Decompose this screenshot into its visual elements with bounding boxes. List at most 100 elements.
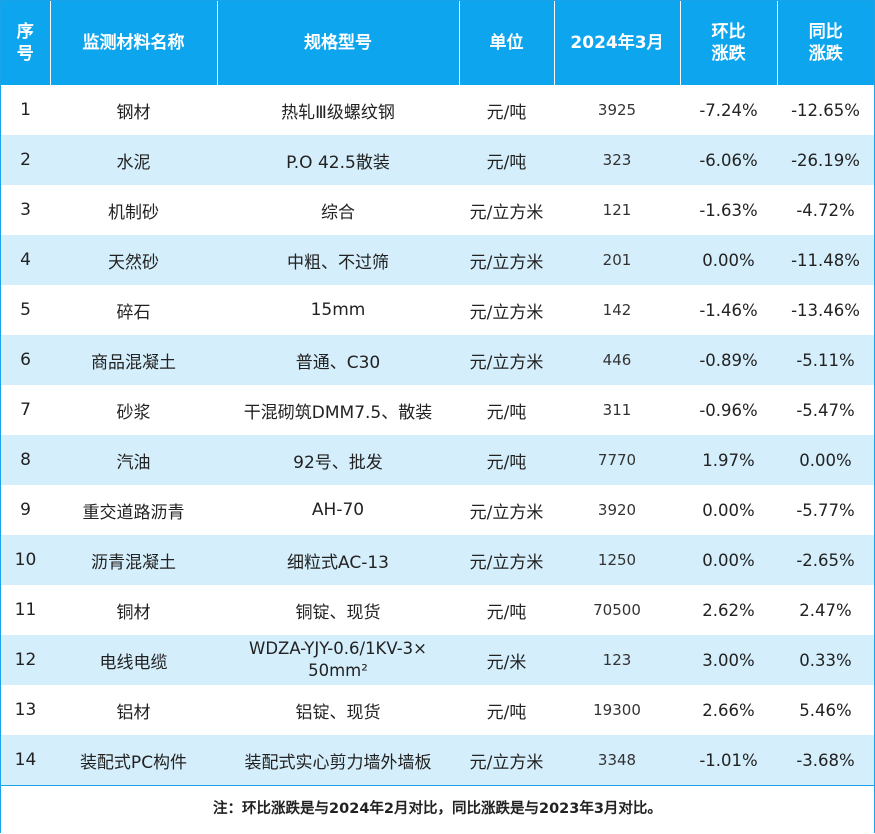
cell-mom-change: -1.01% [680,735,777,785]
cell-spec: 铜锭、现货 [217,585,459,635]
cell-unit: 元/吨 [459,435,554,485]
cell-yoy-change: -13.46% [777,285,874,335]
cell-unit: 元/吨 [459,585,554,635]
cell-mom-change: 0.00% [680,235,777,285]
cell-mom-change: 3.00% [680,635,777,685]
cell-unit: 元/吨 [459,685,554,735]
cell-unit: 元/立方米 [459,735,554,785]
cell-material-name: 装配式PC构件 [50,735,217,785]
cell-mom-change: 2.66% [680,685,777,735]
cell-unit: 元/立方米 [459,335,554,385]
cell-material-name: 天然砂 [50,235,217,285]
cell-material-name: 汽油 [50,435,217,485]
cell-mom-change: 2.62% [680,585,777,635]
table-row: 1 钢材 热轧Ⅲ级螺纹钢 元/吨 3925 -7.24% -12.65% [1,85,874,135]
cell-material-name: 铝材 [50,685,217,735]
cell-no: 9 [1,485,50,535]
table-row: 14 装配式PC构件 装配式实心剪力墙外墙板 元/立方米 3348 -1.01% -3.68… [1,735,874,785]
cell-yoy-change: -5.77% [777,485,874,535]
cell-spec: 综合 [217,185,459,235]
cell-spec: 热轧Ⅲ级螺纹钢 [217,85,459,135]
cell-no: 7 [1,385,50,435]
table-row: 11 铜材 铜锭、现货 元/吨 70500 2.62% 2.47% [1,585,874,635]
cell-no: 6 [1,335,50,385]
cell-mom-change: -1.46% [680,285,777,335]
cell-no: 2 [1,135,50,185]
cell-spec: P.O 42.5散装 [217,135,459,185]
table-header-row: 序号 监测材料名称 规格型号 单位 2024年3月 环比 涨跌 同比 涨跌 [1,1,874,85]
cell-material-name: 商品混凝土 [50,335,217,385]
cell-material-name: 水泥 [50,135,217,185]
table-row: 4 天然砂 中粗、不过筛 元/立方米 201 0.00% -11.48% [1,235,874,285]
cell-yoy-change: -3.68% [777,735,874,785]
cell-price: 3920 [554,485,680,535]
cell-material-name: 砂浆 [50,385,217,435]
cell-spec: 细粒式AC-13 [217,535,459,585]
cell-unit: 元/立方米 [459,235,554,285]
cell-mom-change: 0.00% [680,535,777,585]
header-price-2024-03: 2024年3月 [553,1,680,85]
cell-spec: AH-70 [217,485,459,535]
cell-no: 10 [1,535,50,585]
cell-mom-change: -1.63% [680,185,777,235]
header-yoy-change: 同比 涨跌 [776,1,874,85]
cell-material-name: 电线电缆 [50,635,217,685]
cell-unit: 元/吨 [459,385,554,435]
cell-spec-line1: WDZA-YJY-0.6/1KV-3× [249,639,427,658]
cell-yoy-change: -5.47% [777,385,874,435]
cell-no: 3 [1,185,50,235]
table-row: 5 碎石 15mm 元/立方米 142 -1.46% -13.46% [1,285,874,335]
cell-price: 19300 [554,685,680,735]
header-spec: 规格型号 [216,1,459,85]
cell-price: 3348 [554,735,680,785]
cell-price: 311 [554,385,680,435]
cell-material-name: 钢材 [50,85,217,135]
cell-spec: 干混砌筑DMM7.5、散装 [217,385,459,435]
cell-spec: 中粗、不过筛 [217,235,459,285]
table-footnote: 注：环比涨跌是与2024年2月对比，同比涨跌是与2023年3月对比。 [1,785,874,834]
cell-price: 3925 [554,85,680,135]
cell-unit: 元/立方米 [459,485,554,535]
cell-yoy-change: -11.48% [777,235,874,285]
cell-unit: 元/米 [459,635,554,685]
cell-spec: 92号、批发 [217,435,459,485]
cell-spec: WDZA-YJY-0.6/1KV-3× 50mm² [217,635,459,685]
cell-price: 70500 [554,585,680,635]
cell-yoy-change: -5.11% [777,335,874,385]
cell-price: 7770 [554,435,680,485]
cell-spec: 普通、C30 [217,335,459,385]
cell-material-name: 沥青混凝土 [50,535,217,585]
cell-mom-change: -7.24% [680,85,777,135]
cell-yoy-change: 0.00% [777,435,874,485]
cell-spec: 铝锭、现货 [217,685,459,735]
cell-spec: 装配式实心剪力墙外墙板 [217,735,459,785]
table-row: 12 电线电缆 WDZA-YJY-0.6/1KV-3× 50mm² 元/米 123 3.00… [1,635,874,685]
cell-no: 5 [1,285,50,335]
cell-spec: 15mm [217,285,459,335]
header-material-name: 监测材料名称 [49,1,217,85]
cell-price: 446 [554,335,680,385]
table-row: 3 机制砂 综合 元/立方米 121 -1.63% -4.72% [1,185,874,235]
cell-unit: 元/立方米 [459,285,554,335]
cell-yoy-change: -26.19% [777,135,874,185]
header-no: 序号 [1,1,50,85]
cell-no: 14 [1,735,50,785]
cell-mom-change: -6.06% [680,135,777,185]
cell-yoy-change: -4.72% [777,185,874,235]
cell-material-name: 重交道路沥青 [50,485,217,535]
cell-material-name: 碎石 [50,285,217,335]
cell-yoy-change: -12.65% [777,85,874,135]
cell-price: 121 [554,185,680,235]
cell-price: 1250 [554,535,680,585]
cell-mom-change: -0.89% [680,335,777,385]
cell-no: 8 [1,435,50,485]
cell-mom-change: 1.97% [680,435,777,485]
table-row: 8 汽油 92号、批发 元/吨 7770 1.97% 0.00% [1,435,874,485]
table-row: 6 商品混凝土 普通、C30 元/立方米 446 -0.89% -5.11% [1,335,874,385]
cell-no: 1 [1,85,50,135]
cell-price: 142 [554,285,680,335]
cell-price: 123 [554,635,680,685]
cell-unit: 元/立方米 [459,185,554,235]
cell-price: 201 [554,235,680,285]
